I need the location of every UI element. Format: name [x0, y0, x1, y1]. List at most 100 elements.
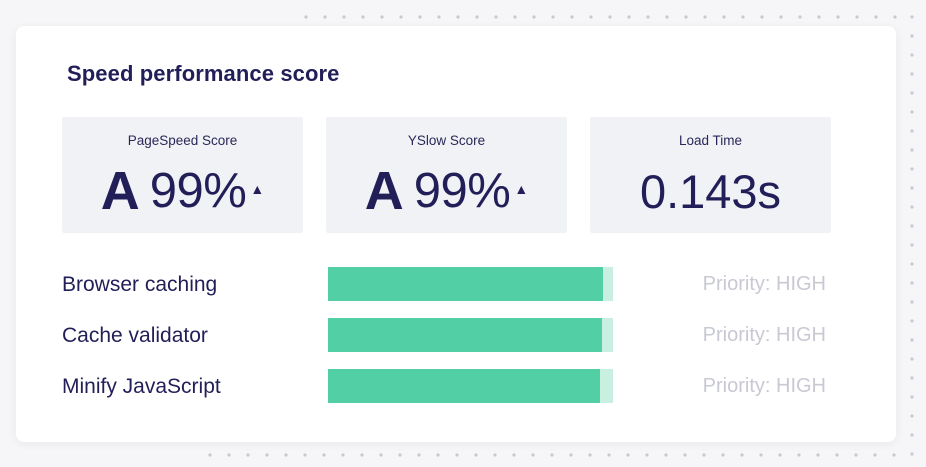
progress-bar-track [328, 318, 613, 352]
background-dot [550, 453, 554, 457]
background-dot [910, 129, 914, 133]
background-dot [417, 453, 421, 457]
background-dot [436, 453, 440, 457]
background-dot [722, 15, 726, 19]
background-dot [893, 15, 897, 19]
background-dot [474, 453, 478, 457]
background-dot [910, 91, 914, 95]
background-dot [741, 15, 745, 19]
background-dot [418, 15, 422, 19]
background-dot [380, 15, 384, 19]
background-dot [910, 72, 914, 76]
background-dot [836, 15, 840, 19]
background-dot [855, 15, 859, 19]
background-dot [910, 15, 914, 19]
background-dot [265, 453, 269, 457]
progress-bar-fill [328, 369, 601, 403]
background-dot [532, 15, 536, 19]
progress-bar-track [328, 369, 613, 403]
recommendation-label: Browser caching [62, 273, 218, 296]
background-dot [740, 453, 744, 457]
background-dot [721, 453, 725, 457]
background-dot [910, 395, 914, 399]
priority-badge: Priority: HIGH [702, 375, 826, 397]
pagespeed-score-box: PageSpeed Score A 99% ▲ [62, 117, 303, 233]
background-dot [797, 453, 801, 457]
background-dot [910, 34, 914, 38]
background-dot [284, 453, 288, 457]
background-dot [361, 15, 365, 19]
load-time-label: Load Time [678, 133, 743, 148]
background-dot [513, 15, 517, 19]
progress-bar-fill [328, 267, 604, 301]
background-dot [342, 15, 346, 19]
pagespeed-score-value: A 99% ▲ [62, 161, 303, 221]
background-dot [360, 453, 364, 457]
load-time-value-row: 0.143s [590, 161, 831, 221]
progress-bar-track [328, 267, 613, 301]
background-dot [816, 453, 820, 457]
background-dot [512, 453, 516, 457]
priority-badge: Priority: HIGH [702, 324, 826, 346]
background-dot [684, 15, 688, 19]
background-dot [910, 300, 914, 304]
background-dot [779, 15, 783, 19]
background-dot [455, 453, 459, 457]
background-dot [608, 15, 612, 19]
background-dot [910, 148, 914, 152]
background-dot [626, 453, 630, 457]
background-dot [227, 453, 231, 457]
background-dot [910, 357, 914, 361]
background-dot [817, 15, 821, 19]
pagespeed-score-label: PageSpeed Score [127, 133, 238, 148]
background-dot [588, 453, 592, 457]
background-dot [910, 110, 914, 114]
background-dot [322, 453, 326, 457]
background-dot [910, 319, 914, 323]
background-dot [910, 414, 914, 418]
background-dot [475, 15, 479, 19]
pagespeed-grade: A [100, 161, 140, 221]
background-dot [854, 453, 858, 457]
background-dot [607, 453, 611, 457]
background-dot [910, 376, 914, 380]
recommendation-label: Minify JavaScript [62, 375, 221, 398]
background-dot [760, 15, 764, 19]
background-dot [835, 453, 839, 457]
up-triangle-icon: ▲ [250, 181, 265, 197]
background-dot [323, 15, 327, 19]
background-dot [703, 15, 707, 19]
background-dot [910, 338, 914, 342]
yslow-grade: A [364, 161, 404, 221]
recommendation-label: Cache validator [62, 324, 208, 347]
background-dot [304, 15, 308, 19]
background-dot [589, 15, 593, 19]
background-dot [456, 15, 460, 19]
background-dot [778, 453, 782, 457]
background-dot [892, 453, 896, 457]
background-dot [493, 453, 497, 457]
list-item: Minify JavaScript Priority: HIGH [16, 366, 896, 406]
background-dot [551, 15, 555, 19]
background-dot [303, 453, 307, 457]
load-time-box: Load Time 0.143s [590, 117, 831, 233]
background-dot [341, 453, 345, 457]
background-dot [910, 243, 914, 247]
background-dot [910, 53, 914, 57]
background-dot [910, 452, 914, 456]
background-dot [246, 453, 250, 457]
background-dot [665, 15, 669, 19]
background-dot [531, 453, 535, 457]
background-dot [910, 205, 914, 209]
background-dot [910, 167, 914, 171]
background-dot [494, 15, 498, 19]
background-dot [683, 453, 687, 457]
background-dot [798, 15, 802, 19]
load-time-value: 0.143s [639, 164, 782, 218]
yslow-score-value: A 99% ▲ [326, 161, 567, 221]
priority-badge: Priority: HIGH [702, 273, 826, 295]
yslow-percent: 99% [413, 163, 511, 218]
background-dot [910, 281, 914, 285]
card-title: Speed performance score [67, 61, 340, 86]
